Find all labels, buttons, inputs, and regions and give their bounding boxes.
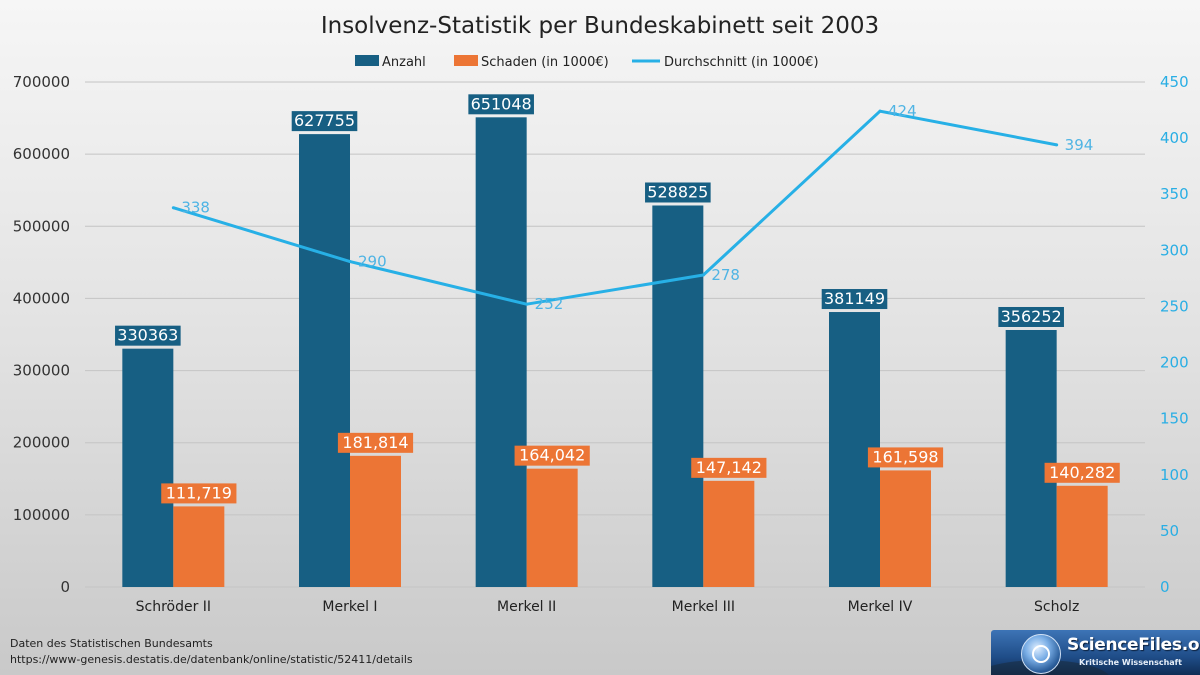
data-label: 147,142 — [696, 458, 762, 477]
data-label: 627755 — [294, 111, 355, 130]
line-point — [171, 206, 175, 210]
y-right-tick-label: 150 — [1160, 410, 1189, 428]
bar-anzahl — [475, 117, 527, 587]
y-left-tick-label: 200000 — [13, 434, 70, 452]
x-tick-label: Merkel IV — [848, 599, 913, 615]
bar-anzahl — [1005, 329, 1057, 587]
left-y-axis: 0 100000 200000 300000 400000 500000 600000 700… — [13, 73, 70, 596]
y-left-tick-label: 100000 — [13, 506, 70, 524]
y-left-tick-label: 300000 — [13, 362, 70, 380]
line-series: 338 290 252 278 424 394 — [171, 102, 1094, 313]
data-label: 111,719 — [166, 483, 232, 502]
data-label-box — [867, 447, 944, 468]
data-label: 381149 — [824, 289, 885, 308]
data-label: 181,814 — [342, 433, 408, 452]
chart-title: Insolvenz-Statistik per Bundeskabinett s… — [321, 13, 879, 39]
gridlines — [85, 81, 1145, 588]
line-point — [348, 260, 352, 264]
x-axis: Schröder II Merkel I Merkel II Merkel III Me… — [136, 599, 1080, 615]
bar-series: 330363 627755 651048 528825 381149 356252 111,… — [115, 94, 1120, 587]
line-point — [525, 302, 529, 306]
source-note: Daten des Statistischen Bundesamts https… — [10, 636, 413, 668]
data-label: 330363 — [117, 326, 178, 345]
logo-tagline: Kritische Wissenschaft — [1079, 658, 1182, 667]
y-right-tick-label: 0 — [1160, 578, 1170, 596]
y-left-tick-label: 600000 — [13, 145, 70, 163]
data-label-box — [115, 325, 181, 346]
line-data-label: 290 — [358, 253, 387, 271]
y-left-tick-label: 400000 — [13, 289, 70, 307]
y-right-tick-label: 450 — [1160, 73, 1189, 91]
line-point — [701, 273, 705, 277]
bar-anzahl — [122, 348, 174, 587]
x-tick-label: Scholz — [1034, 599, 1079, 615]
bar-schaden — [1056, 485, 1108, 587]
bar-schaden — [350, 455, 401, 587]
y-right-tick-label: 400 — [1160, 129, 1189, 147]
data-label: 140,282 — [1049, 463, 1115, 482]
data-label: 356252 — [1001, 307, 1062, 326]
bar-schaden — [173, 506, 225, 587]
legend-swatch — [355, 55, 379, 66]
source-line-1: Daten des Statistischen Bundesamts — [10, 637, 213, 650]
x-tick-label: Merkel II — [497, 599, 556, 615]
y-left-tick-label: 700000 — [13, 73, 70, 91]
data-label: 651048 — [471, 94, 532, 113]
data-label-box — [821, 289, 888, 310]
y-right-tick-label: 300 — [1160, 241, 1189, 259]
data-label-box — [291, 111, 358, 132]
logo-brand: ScienceFiles.org — [1067, 635, 1200, 655]
legend-label: Anzahl — [382, 55, 426, 70]
legend-swatch — [454, 55, 478, 66]
data-label-box — [691, 457, 767, 478]
data-label: 161,598 — [872, 447, 938, 466]
legend-label: Durchschnitt (in 1000€) — [664, 55, 819, 70]
y-right-tick-label: 50 — [1160, 522, 1179, 540]
bar-schaden — [526, 468, 578, 587]
x-tick-label: Merkel III — [672, 599, 735, 615]
globe-icon — [1021, 634, 1061, 674]
chart-legend: Anzahl Schaden (in 1000€) Durchschnitt (in… — [355, 55, 819, 70]
data-label-box — [1044, 462, 1120, 483]
data-label-box — [514, 445, 590, 466]
data-label-box — [337, 432, 414, 453]
data-label-box — [645, 182, 711, 203]
source-url: https://www-genesis.destatis.de/datenban… — [10, 653, 413, 666]
data-label: 528825 — [647, 182, 708, 201]
line-data-label: 394 — [1065, 136, 1094, 154]
right-y-axis: 0 50 100 150 200 250 300 350 400 450 — [1160, 73, 1189, 596]
line-data-label: 424 — [888, 102, 917, 120]
x-tick-label: Schröder II — [136, 599, 211, 615]
data-label-box — [998, 306, 1064, 327]
legend-label: Schaden (in 1000€) — [481, 55, 609, 70]
y-right-tick-label: 200 — [1160, 354, 1189, 372]
bar-schaden — [880, 470, 931, 587]
line-data-label: 278 — [711, 266, 740, 284]
data-label: 164,042 — [519, 446, 585, 465]
bar-anzahl — [299, 134, 350, 587]
bar-schaden — [703, 480, 755, 587]
compass-icon — [1032, 645, 1050, 663]
y-right-tick-label: 350 — [1160, 185, 1189, 203]
sciencefiles-logo[interactable]: ScienceFiles.org Kritische Wissenschaft — [991, 630, 1200, 675]
data-label-box — [161, 483, 237, 504]
line-durchschnitt — [172, 109, 1057, 306]
data-label-box — [468, 94, 534, 115]
y-right-tick-label: 100 — [1160, 466, 1189, 484]
y-right-tick-label: 250 — [1160, 297, 1189, 315]
x-tick-label: Merkel I — [322, 599, 377, 615]
bar-anzahl — [652, 205, 704, 587]
y-left-tick-label: 500000 — [13, 217, 70, 235]
line-data-label: 338 — [181, 199, 210, 217]
line-point — [1055, 143, 1059, 147]
y-left-tick-label: 0 — [60, 578, 70, 596]
line-data-label: 252 — [535, 295, 564, 313]
line-point — [878, 109, 882, 113]
